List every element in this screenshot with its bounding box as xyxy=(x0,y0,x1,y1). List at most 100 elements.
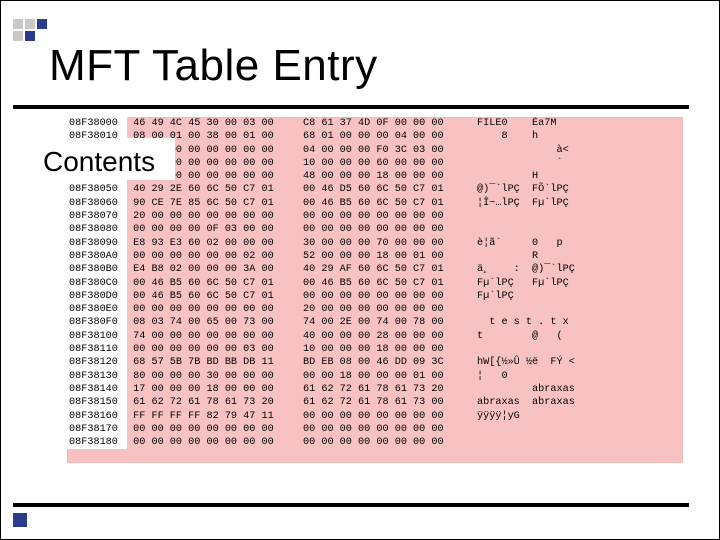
hex-ascii: à< xyxy=(471,144,683,157)
hex-gap xyxy=(295,117,303,130)
hex-ascii: abraxas abraxas xyxy=(471,396,683,409)
hex-bytes-left: 00 00 00 00 00 00 00 00 xyxy=(127,436,295,449)
hex-gap xyxy=(295,263,303,276)
hex-ascii xyxy=(471,423,683,436)
hex-bytes-left: FF FF FF FF 82 79 47 11 xyxy=(127,410,295,423)
hex-gap xyxy=(295,183,303,196)
hex-bytes-right: 00 00 00 00 00 00 00 00 xyxy=(303,210,471,223)
hex-address: 08F38120 xyxy=(67,356,127,369)
hex-address: 08F38160 xyxy=(67,410,127,423)
slide: MFT Table Entry 08F38000 46 49 4C 45 30 … xyxy=(0,0,720,540)
divider-bottom xyxy=(13,503,689,507)
hex-address: 08F38110 xyxy=(67,343,127,356)
hex-bytes-left: 00 46 B5 60 6C 50 C7 01 xyxy=(127,290,295,303)
hex-gap xyxy=(295,356,303,369)
hex-ascii xyxy=(471,343,683,356)
hex-gap xyxy=(295,277,303,290)
hex-ascii: t e s t . t x xyxy=(471,316,683,329)
hex-bytes-right: BD EB 08 00 46 DD 09 3C xyxy=(303,356,471,369)
hex-row: 08F38150 61 62 72 61 78 61 73 20 61 62 72… xyxy=(67,396,683,409)
hex-bytes-left: E4 B8 02 00 00 00 3A 00 xyxy=(127,263,295,276)
hex-gap xyxy=(295,436,303,449)
hex-gap xyxy=(295,343,303,356)
hex-address: 08F380E0 xyxy=(67,303,127,316)
deco-square xyxy=(37,19,47,29)
hex-bytes-left: 40 29 2E 60 6C 50 C7 01 xyxy=(127,183,295,196)
hex-bytes-left: 00 00 00 00 00 00 00 00 xyxy=(127,423,295,436)
hex-gap xyxy=(295,423,303,436)
hex-row: 08F380F0 08 03 74 00 65 00 73 0074 00 2E… xyxy=(67,316,683,329)
hex-gap xyxy=(295,383,303,396)
hex-bytes-left: 80 00 00 00 30 00 00 00 xyxy=(127,370,295,383)
hex-row: 08F380D0 00 46 B5 60 6C 50 C7 0100 00 00… xyxy=(67,290,683,303)
hex-bytes-left: 74 00 00 00 00 00 00 00 xyxy=(127,330,295,343)
hex-bytes-right: 00 00 00 00 00 00 00 00 xyxy=(303,290,471,303)
hex-bytes-right: 10 00 00 00 60 00 00 00 xyxy=(303,157,471,170)
hex-ascii: @)¯`lPÇ FÕ`lPÇ xyxy=(471,183,683,196)
hex-gap xyxy=(295,157,303,170)
hex-address: 08F38000 xyxy=(67,117,127,130)
hex-ascii: ¦Î~…lPÇ Fµ`lPÇ xyxy=(471,197,683,210)
hex-ascii: H xyxy=(471,170,683,183)
hex-row: 08F38160 FF FF FF FF 82 79 47 1100 00 00… xyxy=(67,410,683,423)
hex-bytes-left: 61 62 72 61 78 61 73 20 xyxy=(127,396,295,409)
hex-ascii xyxy=(471,436,683,449)
hex-bytes-left: 68 57 5B 7B BD BB DB 11 xyxy=(127,356,295,369)
hex-ascii: ¦ 0 xyxy=(471,370,683,383)
hex-bytes-right: 00 46 D5 60 6C 50 C7 01 xyxy=(303,183,471,196)
hex-bytes-right: 00 00 00 00 00 00 00 00 xyxy=(303,223,471,236)
hex-gap xyxy=(295,130,303,143)
hex-bytes-right: 10 00 00 00 18 00 00 00 xyxy=(303,343,471,356)
hex-bytes-right: 00 46 B5 60 6C 50 C7 01 xyxy=(303,277,471,290)
page-title: MFT Table Entry xyxy=(49,41,378,91)
hex-ascii: abraxas xyxy=(471,383,683,396)
hex-address: 08F38060 xyxy=(67,197,127,210)
hex-address: 08F38140 xyxy=(67,383,127,396)
hex-address: 08F380F0 xyxy=(67,316,127,329)
hex-row: 08F380C0 00 46 B5 60 6C 50 C7 01 00 46 B5… xyxy=(67,277,683,290)
hex-address: 08F38130 xyxy=(67,370,127,383)
hex-bytes-left: 46 49 4C 45 30 00 03 00 xyxy=(127,117,295,130)
hex-gap xyxy=(295,316,303,329)
hex-gap xyxy=(295,250,303,263)
hex-gap xyxy=(295,223,303,236)
hex-address: 08F38150 xyxy=(67,396,127,409)
hex-address: 08F38180 xyxy=(67,436,127,449)
hex-gap xyxy=(295,170,303,183)
hex-row: 08F38140 17 00 00 00 18 00 00 0061 62 72… xyxy=(67,383,683,396)
hex-gap xyxy=(295,210,303,223)
hex-bytes-left: 20 00 00 00 00 00 00 00 xyxy=(127,210,295,223)
hex-bytes-left: 00 46 B5 60 6C 50 C7 01 xyxy=(127,277,295,290)
hex-bytes-right: C8 61 37 4D 0F 00 00 00 xyxy=(303,117,471,130)
hex-row: 08F38180 00 00 00 00 00 00 00 0000 00 00… xyxy=(67,436,683,449)
hex-address: 08F38070 xyxy=(67,210,127,223)
hex-address: 08F38100 xyxy=(67,330,127,343)
hex-bytes-right: 52 00 00 00 18 00 01 00 xyxy=(303,250,471,263)
hex-bytes-right: 61 62 72 61 78 61 73 00 xyxy=(303,396,471,409)
hex-row: 08F38100 74 00 00 00 00 00 00 00 40 00 00… xyxy=(67,330,683,343)
hex-ascii xyxy=(471,223,683,236)
hex-row: 08F38050 40 29 2E 60 6C 50 C7 01 00 46 D5… xyxy=(67,183,683,196)
deco-square xyxy=(13,31,23,41)
hex-row: 08F380E0 00 00 00 00 00 00 00 0020 00 00… xyxy=(67,303,683,316)
hex-bytes-left: 90 CE 7E 85 6C 50 C7 01 xyxy=(127,197,295,210)
deco-square xyxy=(25,31,35,41)
hex-bytes-left: 00 00 00 00 0F 03 00 00 xyxy=(127,223,295,236)
hex-address: 08F38170 xyxy=(67,423,127,436)
hex-address: 08F38090 xyxy=(67,237,127,250)
hex-bytes-right: 00 46 B5 60 6C 50 C7 01 xyxy=(303,197,471,210)
hex-bytes-left: E8 93 E3 60 02 00 00 00 xyxy=(127,237,295,250)
hex-ascii: Fµ`lPÇ xyxy=(471,290,683,303)
hex-ascii: ` xyxy=(471,157,683,170)
hex-address: 08F380B0 xyxy=(67,263,127,276)
bottom-square xyxy=(13,513,27,527)
hex-address: 08F38050 xyxy=(67,183,127,196)
hex-bytes-left: 00 00 00 00 00 00 03 00 xyxy=(127,343,295,356)
hex-bytes-right: 00 00 00 00 00 00 00 00 xyxy=(303,423,471,436)
hex-bytes-right: 40 00 00 00 28 00 00 00 xyxy=(303,330,471,343)
hex-row: 08F38080 00 00 00 00 0F 03 00 0000 00 00… xyxy=(67,223,683,236)
hex-bytes-left: 00 00 00 00 00 00 02 00 xyxy=(127,250,295,263)
hex-address: 08F380C0 xyxy=(67,277,127,290)
hex-ascii: FILE0 Èa7M xyxy=(471,117,683,130)
hex-bytes-right: 40 29 AF 60 6C 50 C7 01 xyxy=(303,263,471,276)
